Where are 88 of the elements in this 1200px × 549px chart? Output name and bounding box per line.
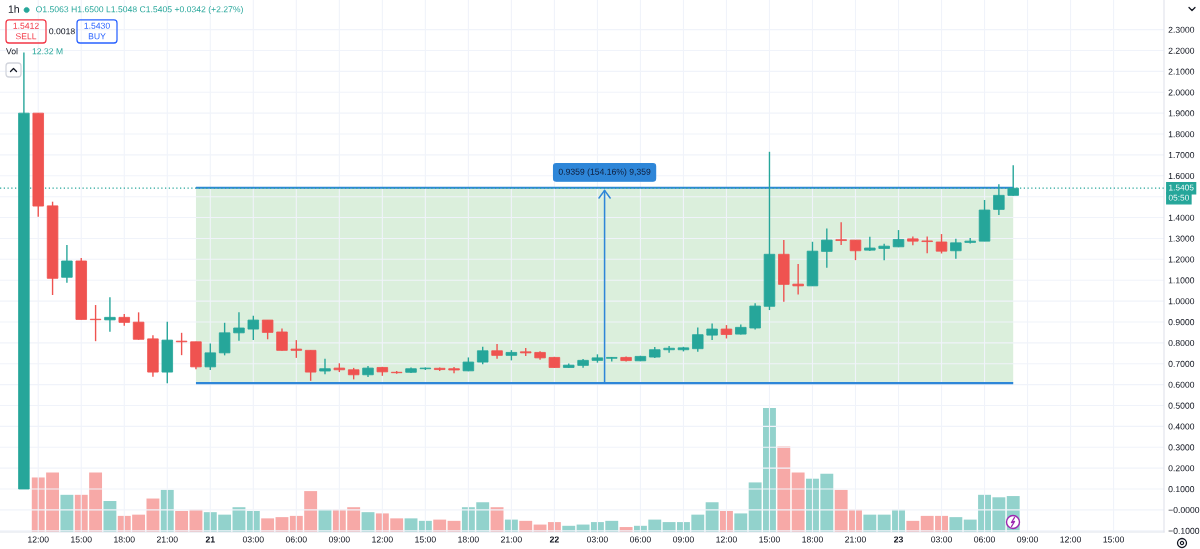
candlestick	[233, 311, 245, 342]
x-tick-label: 15:00	[1103, 536, 1125, 543]
x-tick-label: 03:00	[931, 536, 952, 543]
x-tick-label: 23	[894, 536, 903, 543]
y-tick-label: 1.8000	[1168, 131, 1195, 138]
candlestick	[849, 239, 862, 261]
annotation: 0.0018	[49, 28, 75, 35]
candlestick	[132, 311, 145, 341]
candlestick	[1007, 164, 1019, 197]
y-tick-label: 0.7000	[1168, 360, 1195, 367]
y-tick-label: −0.1000	[1168, 527, 1200, 534]
candlestick	[864, 236, 876, 252]
candlestick	[204, 342, 217, 371]
x-tick-label: 21:00	[845, 536, 866, 543]
x-tick-label: 15:00	[415, 536, 436, 543]
y-tick-label: 0.1000	[1168, 486, 1195, 493]
candlestick	[61, 244, 73, 284]
annotation: 12.32 M	[32, 48, 63, 55]
candlestick	[247, 314, 260, 341]
y-tick-label: 1.6000	[1168, 172, 1195, 180]
y-tick-label: 2.1000	[1168, 68, 1195, 75]
candlestick	[104, 296, 116, 333]
annotation: 0.9359 (154.16%) 9,359	[558, 168, 651, 177]
x-tick-label: 18:00	[802, 536, 823, 543]
x-tick-label: 12:00	[716, 536, 737, 543]
x-tick-label: 22	[549, 536, 559, 543]
bar	[791, 472, 805, 532]
x-tick-label: 06:00	[285, 536, 307, 543]
x-tick-label: 09:00	[328, 536, 350, 543]
candlestick	[304, 349, 317, 382]
x-tick-label: 15:00	[759, 536, 780, 543]
y-tick-label: 0.4000	[1168, 423, 1195, 430]
y-tick-label: 2.3000	[1168, 26, 1195, 33]
annotation: SELL	[15, 33, 37, 40]
x-tick-label: 15:00	[71, 536, 92, 543]
y-tick-label: 1.1000	[1168, 277, 1195, 284]
candlestick	[218, 322, 231, 357]
x-tick-label: 09:00	[673, 536, 694, 543]
candlestick	[935, 233, 948, 255]
candlestick	[878, 243, 890, 261]
y-tick-label: 1.4000	[1168, 214, 1195, 221]
ref-line-label: 1.5405	[1169, 184, 1194, 191]
y-tick-label: 2.2000	[1168, 47, 1195, 54]
x-tick-label: 03:00	[242, 536, 264, 543]
y-tick-label: 0.8000	[1168, 339, 1195, 347]
annotation: 1.5412	[13, 22, 39, 29]
candlestick	[319, 358, 331, 376]
candlestick	[821, 227, 833, 269]
x-tick-label: 21	[205, 536, 215, 543]
y-tick-label: 0.6000	[1168, 381, 1195, 388]
candlestick	[749, 302, 761, 331]
x-tick-label: 12:00	[28, 536, 49, 543]
candlestick	[261, 319, 274, 340]
bar	[777, 446, 791, 532]
y-tick-label: 1.9000	[1168, 110, 1195, 117]
x-tick-label: 21:00	[156, 536, 178, 543]
x-tick-label: 18:00	[114, 536, 135, 543]
y-tick-label: 1.0000	[1168, 298, 1195, 305]
candlestick	[921, 235, 933, 254]
annotation: 1.5430	[84, 22, 110, 29]
chart-title: 1h	[8, 5, 19, 13]
x-tick-label: 12:00	[1060, 536, 1081, 543]
y-tick-label: −0.0000	[1168, 506, 1200, 514]
bar	[734, 513, 748, 532]
candlestick	[663, 345, 675, 354]
x-tick-label: 03:00	[586, 536, 608, 543]
y-tick-label: 0.5000	[1168, 402, 1195, 409]
y-tick-label: 0.9000	[1168, 319, 1195, 326]
x-tick-label: 18:00	[458, 536, 479, 543]
y-tick-label: 1.7000	[1168, 152, 1195, 159]
candlestick	[835, 221, 847, 246]
x-tick-label: 09:00	[1017, 536, 1038, 543]
y-tick-label: 0.3000	[1168, 444, 1195, 451]
text: 05:50	[1168, 194, 1189, 201]
candlestick	[950, 237, 962, 260]
x-tick-label: 06:00	[974, 536, 995, 543]
x-tick-label: 21:00	[501, 536, 522, 543]
text: O1.5063 H1.6500 L1.5048 C1.5405 +0.0342 (+2.27%)	[36, 5, 243, 15]
annotation: Vol	[6, 47, 18, 55]
candlestick	[276, 327, 288, 352]
y-tick-label: 1.2000	[1168, 256, 1195, 263]
x-tick-label: 06:00	[629, 536, 651, 543]
y-tick-label: 2.0000	[1168, 89, 1195, 96]
candlestick	[692, 326, 704, 353]
y-tick-label: 1.3000	[1168, 235, 1195, 242]
y-tick-label: 0.2000	[1168, 465, 1195, 472]
x-tick-label: 12:00	[372, 536, 393, 543]
annotation: BUY	[88, 33, 106, 40]
